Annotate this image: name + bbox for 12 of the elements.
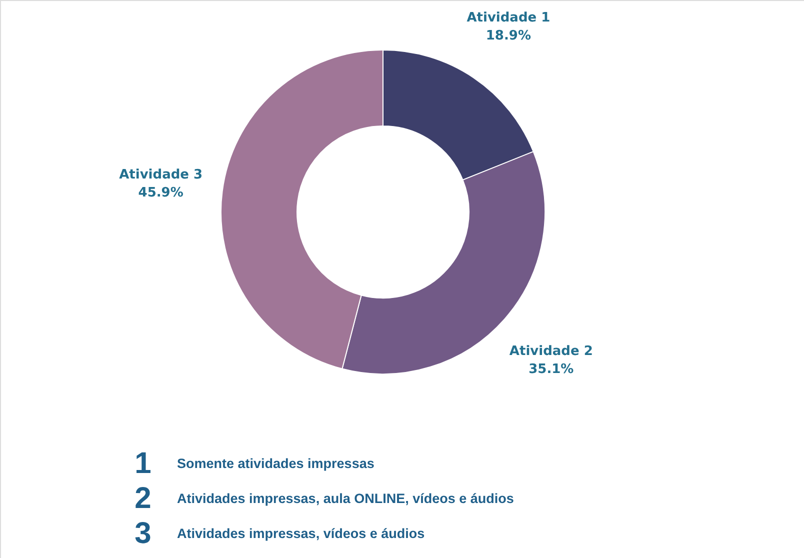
text: 1 — [134, 447, 152, 480]
text: Somente atividades impressas — [177, 456, 374, 471]
data-label: 18.9% — [486, 28, 531, 44]
slice-label: Atividade 3 — [119, 168, 203, 183]
text: Atividades impressas, vídeos e áudios — [177, 526, 425, 541]
slice-label: Atividade 2 — [509, 344, 593, 359]
data-label: 45.9% — [138, 186, 184, 201]
text: 3 — [134, 517, 152, 550]
data-label: 35.1% — [528, 362, 574, 377]
text: 2 — [134, 482, 152, 515]
slice-label: Atividade 1 — [466, 10, 550, 26]
text: Atividades impressas, aula ONLINE, vídeos e áudios — [177, 491, 514, 506]
